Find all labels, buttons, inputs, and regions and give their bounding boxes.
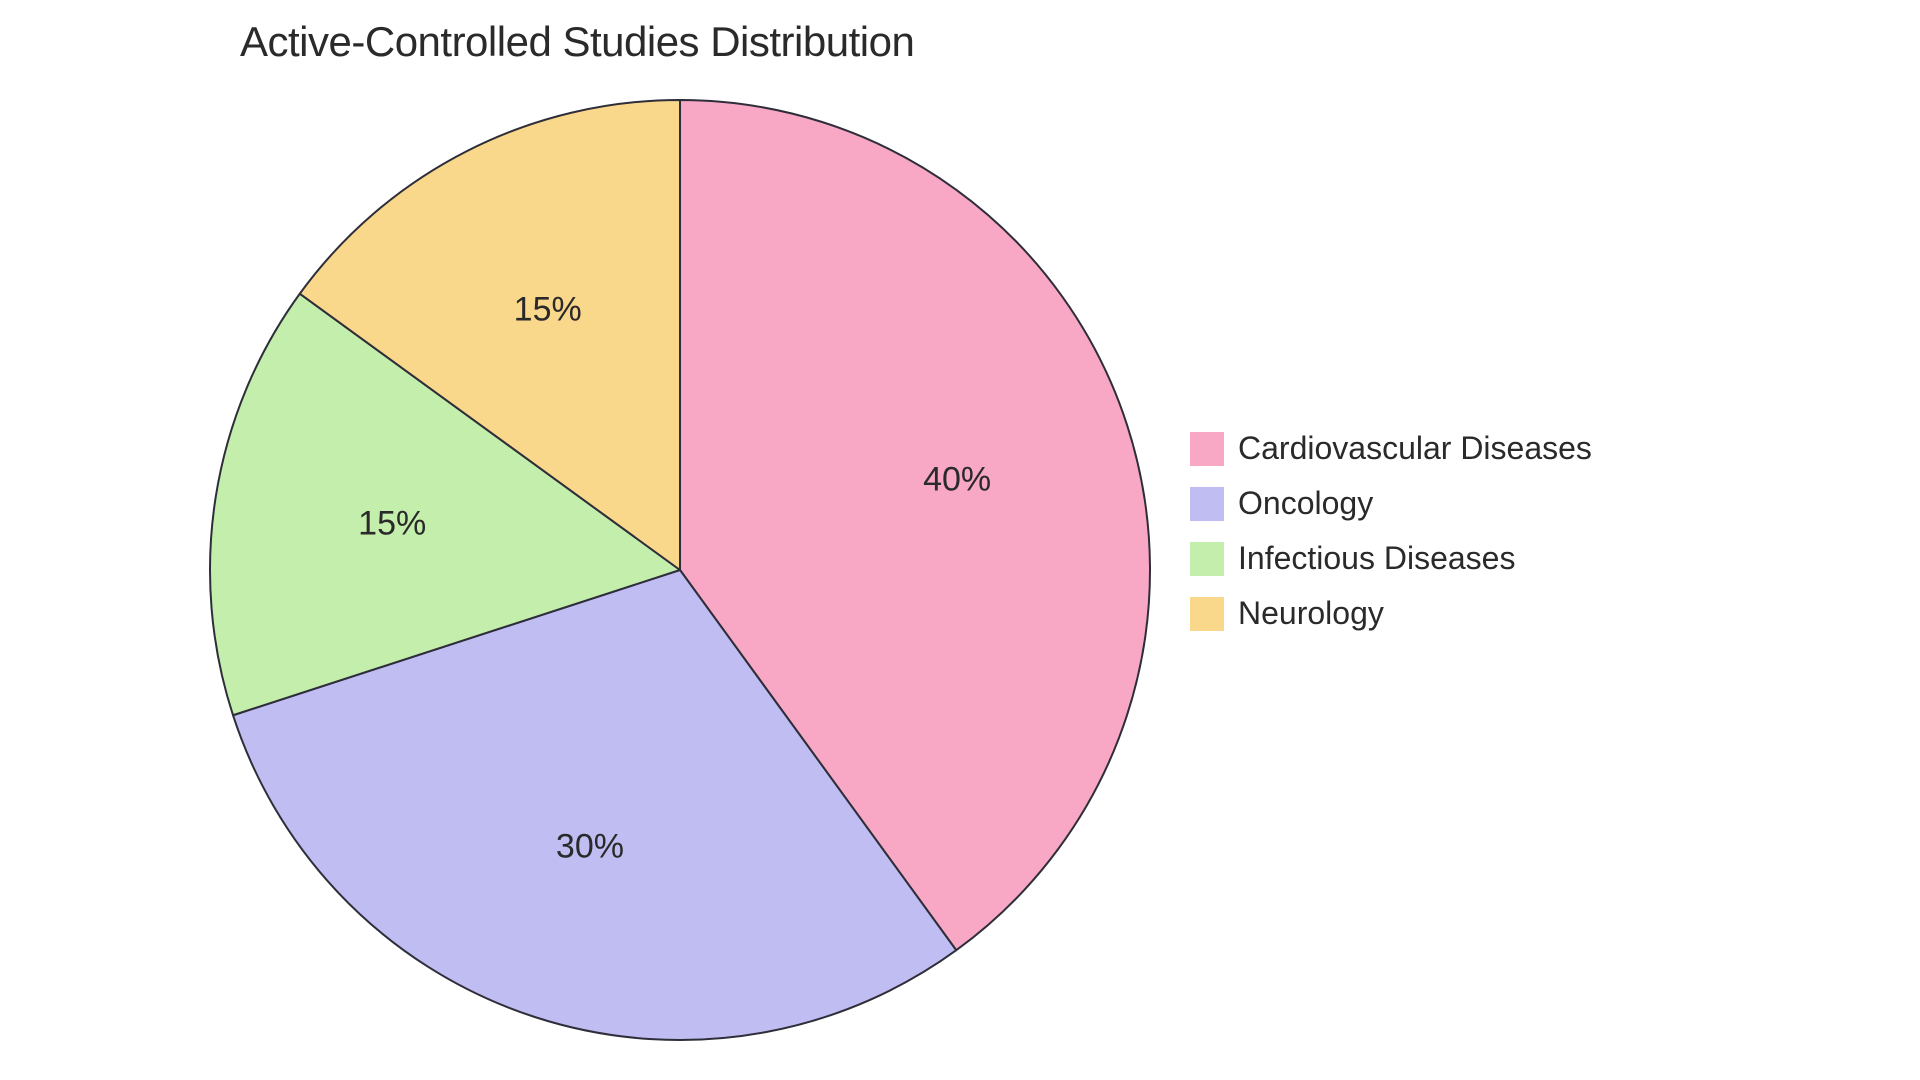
chart-title: Active-Controlled Studies Distribution xyxy=(240,18,914,66)
slice-pct-label: 40% xyxy=(923,460,991,499)
legend-label: Infectious Diseases xyxy=(1238,540,1515,577)
legend-label: Cardiovascular Diseases xyxy=(1238,430,1592,467)
legend-item: Infectious Diseases xyxy=(1190,540,1592,577)
pie-chart: 40% 30% 15% 15% xyxy=(207,97,1153,1043)
slice-pct-label: 15% xyxy=(514,291,582,330)
legend-swatch xyxy=(1190,432,1224,466)
slice-pct-label: 30% xyxy=(556,828,624,867)
legend-label: Oncology xyxy=(1238,485,1373,522)
pie-svg xyxy=(207,97,1153,1043)
legend-item: Cardiovascular Diseases xyxy=(1190,430,1592,467)
legend-swatch xyxy=(1190,542,1224,576)
legend: Cardiovascular Diseases Oncology Infectiou… xyxy=(1190,430,1592,650)
slice-pct-label: 15% xyxy=(358,505,426,544)
legend-label: Neurology xyxy=(1238,595,1384,632)
legend-swatch xyxy=(1190,487,1224,521)
legend-swatch xyxy=(1190,597,1224,631)
legend-item: Neurology xyxy=(1190,595,1592,632)
legend-item: Oncology xyxy=(1190,485,1592,522)
